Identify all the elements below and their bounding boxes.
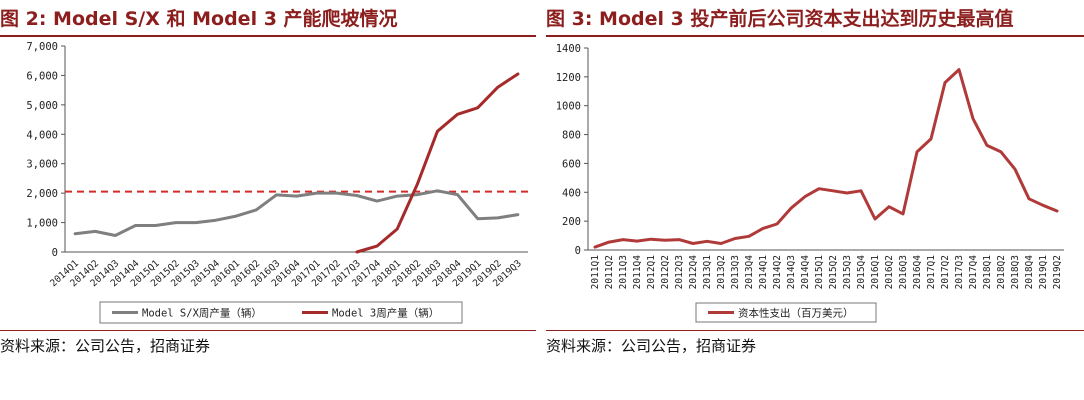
y-tick-label: 4,000 — [26, 129, 58, 141]
figure-2-title-rule — [0, 35, 536, 37]
legend-label-1: 资本性支出（百万美元） — [738, 307, 854, 320]
x-tick-label: 2016Q3 — [898, 255, 909, 289]
y-tick-label: 7,000 — [26, 41, 58, 53]
x-tick-label: 2018Q1 — [982, 255, 993, 290]
x-tick-label: 2012Q4 — [688, 255, 699, 290]
x-tick-label: 2017Q2 — [940, 255, 951, 289]
y-tick-label: 1400 — [556, 43, 581, 55]
x-tick-label: 2016Q4 — [912, 255, 923, 290]
series-line-2 — [355, 72, 520, 254]
x-tick-label: 2019Q2 — [1052, 255, 1063, 289]
y-tick-label: 6,000 — [26, 70, 58, 82]
y-tick-label: 3,000 — [26, 159, 58, 171]
figure-3-title: 图 3: Model 3 投产前后公司资本支出达到历史最高值 — [546, 8, 1014, 30]
x-tick-label: 2018Q3 — [1010, 255, 1021, 289]
x-tick-label: 2014Q1 — [758, 255, 769, 290]
legend-box — [99, 301, 463, 324]
x-tick-label: 2014Q3 — [786, 255, 797, 289]
x-tick-label: 2013Q1 — [702, 255, 713, 290]
figure-2-title: 图 2: Model S/X 和 Model 3 产能爬坡情况 — [0, 8, 398, 30]
x-tick-label: 2019Q1 — [1038, 255, 1049, 290]
x-tick-label: 2015Q4 — [856, 255, 867, 290]
x-tick-label: 2011Q1 — [590, 255, 601, 290]
y-tick-label: 200 — [562, 216, 581, 228]
x-tick-label: 2012Q1 — [646, 255, 657, 290]
x-tick-label: 2011Q3 — [618, 255, 629, 289]
x-tick-label: 2013Q4 — [744, 255, 755, 290]
figure-3-source: 资料来源：公司公告，招商证券 — [546, 337, 757, 355]
series-line-1 — [73, 189, 520, 237]
x-tick-label: 2012Q2 — [660, 255, 671, 289]
figure-3-title-rule — [546, 35, 1084, 37]
y-tick-label: 0 — [575, 245, 581, 257]
figure-2-source: 资料来源：公司公告，招商证券 — [0, 337, 211, 355]
x-tick-label: 2013Q2 — [716, 255, 727, 289]
x-tick-label: 2018Q4 — [1024, 255, 1035, 290]
y-tick-label: 1200 — [556, 72, 581, 84]
x-tick-label: 2014Q4 — [800, 255, 811, 290]
x-tick-label: 2018Q2 — [996, 255, 1007, 289]
y-tick-label: 600 — [562, 158, 581, 170]
x-tick-label: 2015Q2 — [828, 255, 839, 289]
y-tick-label: 1,000 — [26, 218, 58, 230]
x-tick-label: 2013Q3 — [730, 255, 741, 289]
x-tick-label: 2014Q2 — [772, 255, 783, 289]
x-tick-label: 2017Q4 — [968, 255, 979, 290]
x-tick-label: 2016Q1 — [870, 255, 881, 290]
y-tick-label: 400 — [562, 187, 581, 199]
x-tick-label: 2016Q2 — [884, 255, 895, 289]
figure-2-bottom-rule — [0, 330, 536, 331]
y-tick-label: 2,000 — [26, 188, 58, 200]
x-tick-label: 2015Q3 — [842, 255, 853, 289]
y-tick-label: 1000 — [556, 101, 581, 113]
series-line-1 — [593, 68, 1059, 249]
legend-label-2: Model 3周产量（辆） — [332, 307, 439, 320]
figure-3-panel: 图 3: Model 3 投产前后公司资本支出达到历史最高值 0 200 400 60… — [546, 0, 1084, 400]
figure-2-chart: 01,0002,0003,0004,0005,0006,0007,0002014… — [26, 41, 528, 324]
x-tick-label: 2017Q1 — [926, 255, 937, 290]
legend-label-1: Model S/X周产量（辆） — [142, 307, 262, 320]
figure-3-bottom-rule — [546, 330, 1084, 331]
y-tick-label: 0 — [52, 247, 58, 259]
legend-box — [695, 302, 877, 323]
x-tick-label: 2011Q4 — [632, 255, 643, 290]
y-tick-label: 800 — [562, 130, 581, 142]
x-tick-label: 2012Q3 — [674, 255, 685, 289]
x-tick-label: 2015Q1 — [814, 255, 825, 290]
y-tick-label: 5,000 — [26, 100, 58, 112]
x-tick-label: 2017Q3 — [954, 255, 965, 289]
figure-2-panel: 图 2: Model S/X 和 Model 3 产能爬坡情况 0 1,000 2,… — [0, 0, 536, 400]
x-tick-label: 2011Q2 — [604, 255, 615, 289]
